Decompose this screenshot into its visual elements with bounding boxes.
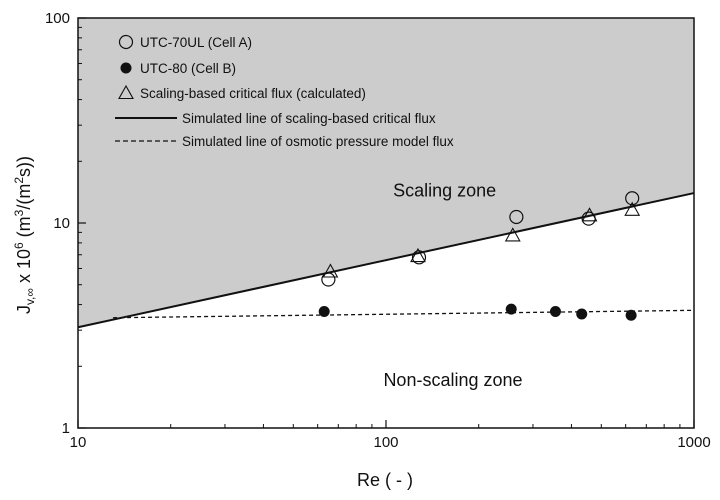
y-tick-label: 100 (45, 10, 70, 27)
point-open-triangle-1 (410, 247, 426, 263)
x-tick-label: 100 (373, 434, 398, 451)
x-tick-label: 10 (70, 434, 87, 451)
point-open-circle-4 (625, 191, 640, 206)
legend-symbol-filled-circle (120, 62, 132, 74)
non-scaling-zone-label: Non-scaling zone (383, 370, 522, 390)
x-tick-label: 1000 (677, 434, 710, 451)
y-tick-label: 1 (62, 420, 70, 437)
legend-label-4: Simulated line of osmotic pressure model… (182, 134, 454, 149)
zone-annotations: Scaling zone Non-scaling zone (383, 180, 522, 390)
point-filled-circle-4 (625, 309, 637, 321)
scaling-zone-fill (78, 18, 694, 328)
point-filled-circle-0 (318, 306, 330, 318)
legend-label-2: Scaling-based critical flux (calculated) (140, 86, 366, 101)
legend-label-3: Simulated line of scaling-based critical… (182, 111, 436, 126)
plot-area (78, 18, 694, 328)
y-axis-title: Jv,∞ x 106 (m3/(m2s)) (12, 156, 37, 314)
point-filled-circle-3 (576, 308, 588, 320)
point-open-triangle-0 (322, 263, 339, 278)
legend: UTC-70UL (Cell A) UTC-80 (Cell B) Scaling-… (115, 34, 454, 149)
legend-symbol-open-triangle (118, 84, 134, 100)
x-axis-title: Re ( - ) (357, 470, 413, 490)
point-open-triangle-3 (581, 207, 598, 222)
point-open-triangle-4 (624, 201, 641, 216)
simulated-lines (77, 192, 695, 329)
data-markers (318, 191, 641, 321)
scaling-critical-flux-line (77, 192, 695, 329)
y-tick-label: 10 (53, 215, 70, 232)
legend-label-0: UTC-70UL (Cell A) (140, 35, 252, 50)
point-open-triangle-2 (504, 227, 521, 242)
legend-label-1: UTC-80 (Cell B) (140, 61, 236, 76)
osmotic-pressure-model-line (113, 309, 695, 319)
point-filled-circle-2 (549, 306, 561, 318)
scaling-zone-label: Scaling zone (393, 180, 496, 200)
point-open-circle-0 (321, 272, 336, 287)
point-filled-circle-1 (505, 303, 517, 315)
point-open-circle-2 (509, 209, 524, 225)
legend-symbol-open-circle (118, 34, 134, 50)
